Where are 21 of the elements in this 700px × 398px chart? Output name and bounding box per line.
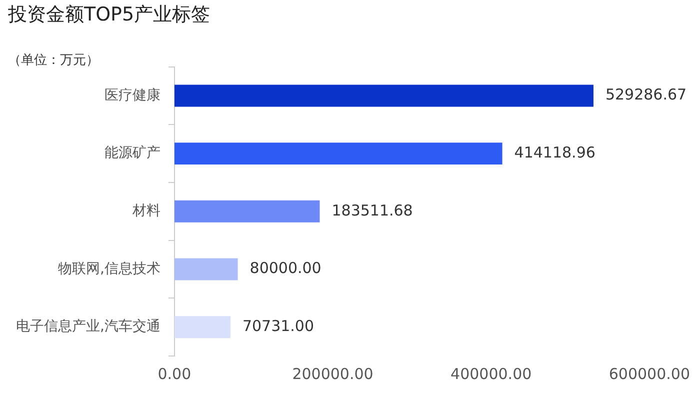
- data-label: 529286.67: [605, 86, 687, 104]
- bar: [174, 316, 230, 338]
- bar: [174, 200, 320, 222]
- y-tick-label: 电子信息产业,汽车交通: [16, 318, 160, 335]
- bar: [174, 142, 502, 165]
- data-label: 70731.00: [242, 316, 314, 335]
- data-label: 183511.68: [332, 201, 413, 220]
- data-label: 80000.00: [250, 259, 322, 278]
- x-tick-label: 0.00: [158, 364, 192, 383]
- y-tick-label: 材料: [131, 203, 160, 220]
- x-tick-label: 400000.00: [450, 364, 532, 383]
- data-label: 414118.96: [514, 143, 596, 162]
- x-tick-label: 200000.00: [292, 364, 374, 383]
- x-tick-label: 600000.00: [608, 364, 690, 383]
- y-tick-label: 医疗健康: [104, 87, 160, 104]
- y-axis-title: （单位：万元）: [8, 53, 99, 68]
- bar: [174, 84, 594, 107]
- chart-title: 投资金额TOP5产业标签: [7, 3, 210, 26]
- y-tick-label: 物联网,信息技术: [58, 260, 160, 277]
- y-tick-label: 能源矿产: [104, 145, 160, 162]
- bar: [174, 258, 238, 280]
